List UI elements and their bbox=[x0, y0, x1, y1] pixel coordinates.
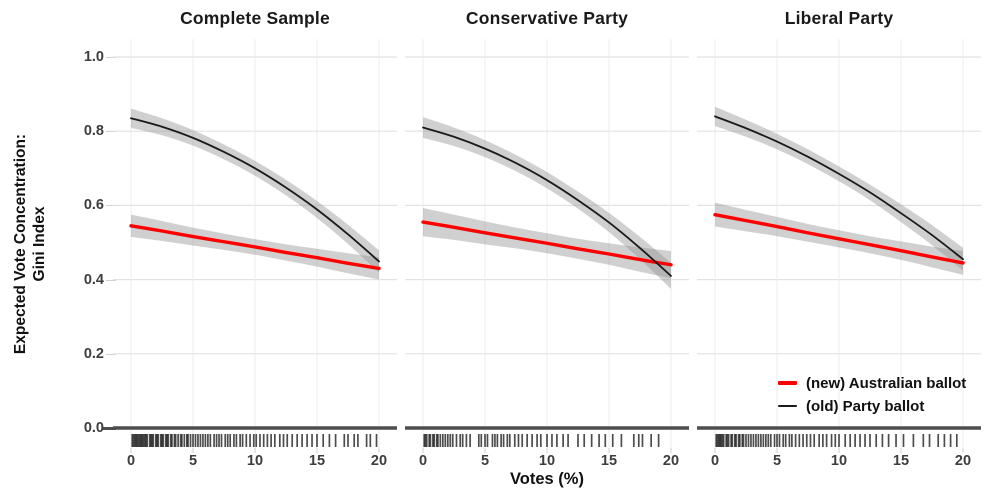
y-tick-label: 0.2 bbox=[83, 345, 104, 362]
x-tick-label: 0 bbox=[711, 453, 719, 469]
x-tick-label: 15 bbox=[893, 453, 909, 469]
y-tick-mark bbox=[106, 205, 116, 207]
x-tick-label: 15 bbox=[309, 453, 325, 469]
series-line bbox=[421, 220, 673, 267]
series-line bbox=[713, 212, 965, 265]
x-tick-label: 20 bbox=[663, 453, 679, 469]
x-tick-label: 0 bbox=[127, 453, 135, 469]
series-line bbox=[129, 224, 381, 271]
x-tick-label: 10 bbox=[247, 453, 263, 469]
series-line bbox=[422, 126, 672, 277]
y-axis-title-line1: Expected Vote Concentration: bbox=[12, 133, 29, 355]
x-tick-label: 15 bbox=[601, 453, 617, 469]
y-tick-label: 0.8 bbox=[83, 123, 104, 140]
x-tick-label: 5 bbox=[773, 453, 781, 469]
y-tick-mark bbox=[106, 353, 116, 355]
panel-conservative-party: 0 5 10 15 20 bbox=[405, 35, 689, 475]
y-tick-label: 0.0 bbox=[83, 420, 104, 436]
y-tick-mark bbox=[103, 427, 116, 430]
y-tick-mark bbox=[106, 57, 116, 58]
x-tick-label: 5 bbox=[189, 453, 197, 469]
y-axis-title: Expected Vote Concentration: Gini Index bbox=[11, 64, 51, 424]
y-tick-mark bbox=[106, 279, 116, 281]
confidence-ribbon bbox=[715, 106, 963, 271]
x-tick-label: 10 bbox=[831, 453, 847, 469]
x-tick-label: 20 bbox=[371, 453, 387, 469]
x-axis-title: Votes (%) bbox=[510, 470, 584, 488]
y-tick-label: 0.6 bbox=[83, 197, 104, 214]
x-tick-label: 0 bbox=[419, 453, 427, 469]
y-tick-label: 1.0 bbox=[83, 49, 104, 65]
panel-complete-sample: 0 5 10 15 20 bbox=[113, 35, 397, 475]
x-tick-label: 20 bbox=[955, 453, 971, 469]
legend-label-new-australian-ballot: (new) Australian ballot bbox=[806, 375, 967, 392]
chart-conservative-party: 0 5 10 15 20 bbox=[405, 39, 689, 469]
legend-line-new-australian-ballot bbox=[778, 381, 797, 385]
y-tick-label: 0.4 bbox=[83, 271, 104, 288]
series-line bbox=[714, 115, 964, 261]
chart-complete-sample: 0 5 10 15 20 bbox=[113, 39, 397, 469]
y-tick-mark bbox=[106, 131, 116, 133]
panel-title-conservative-party: Conservative Party bbox=[465, 8, 629, 28]
panel-liberal-party: 0 5 10 15 20 bbox=[697, 35, 981, 475]
legend-label-old-party-ballot: (old) Party ballot bbox=[806, 398, 925, 415]
x-tick-label: 10 bbox=[539, 453, 555, 469]
y-axis-title-line2: Gini Index bbox=[31, 206, 48, 282]
series-line bbox=[130, 117, 380, 263]
legend-line-old-party-ballot bbox=[778, 405, 797, 407]
panel-title-liberal-party: Liberal Party bbox=[784, 8, 894, 28]
panel-title-complete-sample: Complete Sample bbox=[180, 8, 330, 28]
x-tick-label: 5 bbox=[481, 453, 489, 469]
chart-liberal-party: 0 5 10 15 20 bbox=[697, 39, 981, 469]
